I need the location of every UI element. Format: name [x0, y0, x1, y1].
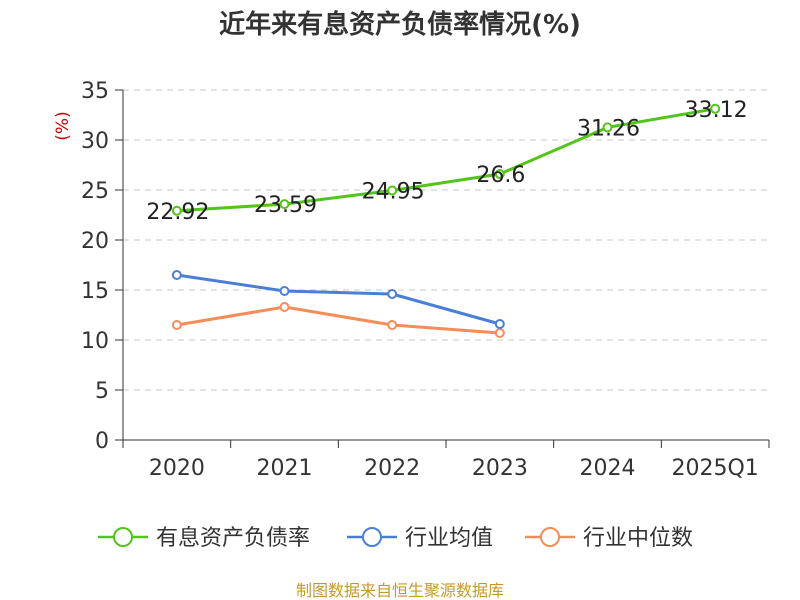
legend-label: 行业中位数	[583, 526, 693, 551]
data-label: 33.12	[685, 98, 748, 123]
data-point	[494, 319, 505, 329]
series-line	[175, 107, 717, 213]
data-point	[710, 103, 721, 114]
x-tick-label: 2025Q1	[672, 456, 759, 481]
y-tick-label: 30	[81, 129, 109, 154]
axes	[122, 90, 769, 441]
data-point	[387, 289, 398, 299]
legend-label: 有息资产负债率	[156, 526, 310, 551]
data-point	[494, 169, 505, 179]
data-label: 26.6	[476, 163, 525, 188]
chart-title: 近年来有息资产负债率情况(%)	[219, 9, 581, 40]
legend-marker	[540, 527, 560, 547]
x-tick-label: 2023	[472, 456, 528, 481]
data-point	[279, 199, 290, 210]
data-point	[171, 270, 182, 280]
data-point	[494, 328, 505, 338]
legend-marker	[362, 527, 382, 547]
data-point	[387, 320, 398, 330]
legend-item: 行业中位数	[525, 526, 693, 551]
x-tick-label: 2024	[580, 456, 636, 481]
data-label: 24.95	[362, 180, 425, 205]
data-point	[387, 185, 398, 196]
y-axis-ticks: 0 5 10 15 20 25 30 35	[81, 79, 123, 454]
series-group	[171, 103, 721, 338]
source-note: 制图数据来自恒生聚源数据库	[296, 581, 504, 600]
x-tick-label: 2020	[149, 456, 205, 481]
y-tick-label: 15	[81, 279, 109, 304]
y-axis-label: (%)	[53, 111, 73, 140]
y-tick-label: 20	[81, 229, 109, 254]
legend-label: 行业均值	[405, 526, 493, 551]
data-label: 22.92	[146, 200, 209, 225]
x-tick-label: 2021	[257, 456, 313, 481]
y-tick-label: 25	[81, 179, 109, 204]
series-line	[175, 305, 502, 335]
data-point	[171, 205, 182, 216]
data-point	[279, 286, 290, 296]
data-labels: 22.92 23.59 24.95 26.6 31.26 33.12	[146, 98, 747, 225]
legend-item: 行业均值	[347, 526, 493, 551]
legend-item: 有息资产负债率	[98, 526, 310, 551]
legend: 有息资产负债率 行业均值 行业中位数	[98, 526, 693, 551]
x-axis-ticks: 2020 2021 2022 2023 2024 2025Q1	[122, 440, 770, 481]
data-label: 23.59	[254, 193, 317, 218]
legend-marker	[113, 527, 133, 547]
data-point	[171, 320, 182, 330]
y-tick-label: 0	[95, 429, 109, 454]
data-point	[602, 122, 613, 133]
series-line	[175, 273, 502, 326]
x-tick-label: 2022	[364, 456, 420, 481]
y-tick-label: 5	[95, 379, 109, 404]
y-tick-label: 10	[81, 329, 109, 354]
data-point	[279, 302, 290, 312]
y-tick-label: 35	[81, 79, 109, 104]
gridlines	[123, 89, 769, 391]
data-label: 31.26	[577, 116, 640, 141]
